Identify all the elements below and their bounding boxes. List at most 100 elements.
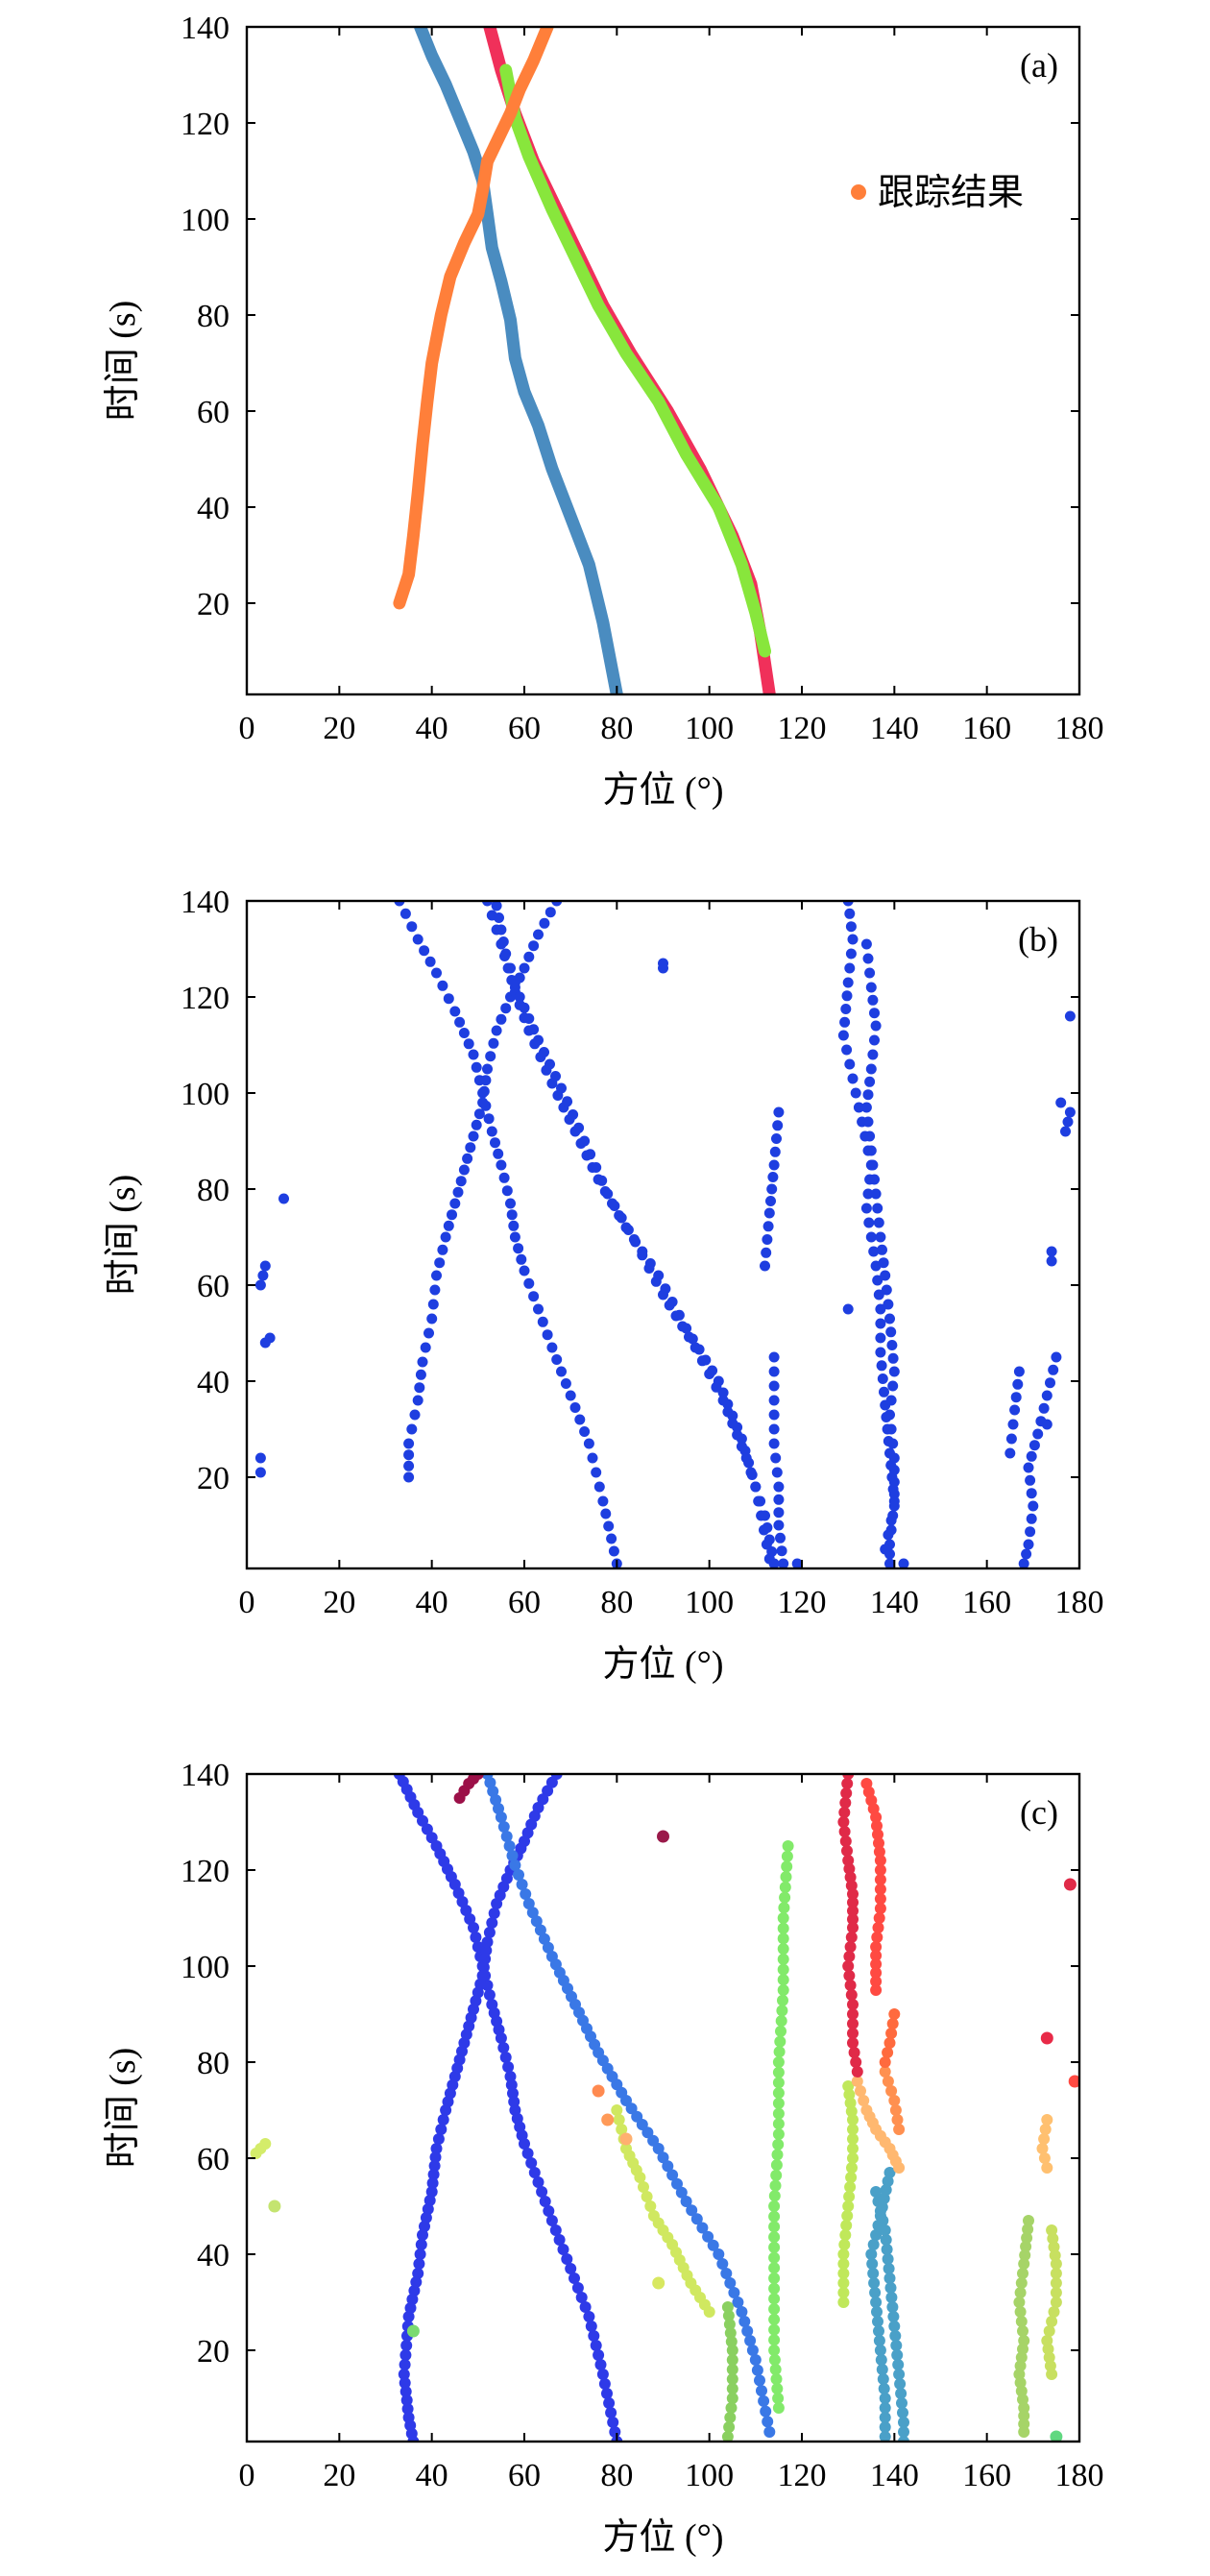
data-point	[528, 2167, 541, 2178]
data-point	[583, 1438, 594, 1449]
y-tick-label: 40	[197, 1365, 230, 1400]
data-point	[721, 2301, 734, 2313]
data-point	[879, 2056, 891, 2068]
data-point	[1064, 1106, 1076, 1118]
data-point	[724, 2327, 737, 2339]
data-point	[767, 1172, 779, 1182]
data-point	[1050, 2277, 1062, 2289]
cluster-track-11	[879, 2066, 906, 2135]
data-point	[722, 2310, 735, 2321]
data-point	[762, 1221, 774, 1232]
data-point	[1038, 1402, 1050, 1414]
data-point	[1050, 2287, 1062, 2298]
data-point	[885, 1326, 897, 1338]
data-point	[766, 1183, 778, 1195]
plot-area	[254, 901, 1076, 1568]
data-point	[726, 2345, 738, 2356]
data-point	[768, 2323, 781, 2336]
data-point	[880, 2234, 892, 2246]
y-tick-label: 140	[181, 11, 230, 46]
data-point	[841, 1778, 854, 1789]
cluster-track-13	[860, 1778, 886, 1996]
data-point	[865, 1063, 877, 1075]
data-point	[885, 1395, 897, 1406]
data-point	[873, 1837, 884, 1849]
data-point	[404, 2302, 417, 2314]
data-point	[500, 948, 512, 960]
data-point	[870, 1967, 883, 1979]
data-point	[491, 1025, 502, 1036]
data-point	[543, 2205, 555, 2217]
data-point	[853, 1102, 864, 1113]
data-point	[437, 1244, 448, 1255]
data-point	[768, 2241, 781, 2253]
data-point	[1004, 1447, 1016, 1459]
data-point	[1050, 2430, 1063, 2442]
data-point	[585, 1149, 596, 1160]
data-point	[1026, 1488, 1037, 1499]
data-point	[850, 2056, 862, 2068]
data-point	[424, 1327, 434, 1339]
data-point	[874, 1864, 886, 1876]
data-point	[763, 1534, 775, 1545]
data-point	[550, 1071, 561, 1081]
data-point	[725, 2336, 738, 2347]
data-point	[431, 1270, 442, 1281]
data-point	[406, 1423, 418, 1435]
data-point	[257, 1270, 269, 1281]
y-tick-label: 100	[181, 1077, 230, 1112]
data-point	[728, 2287, 740, 2298]
data-point	[888, 1452, 900, 1464]
data-point	[882, 2047, 894, 2058]
data-point	[593, 1481, 605, 1493]
data-point	[723, 2319, 736, 2330]
data-point	[1018, 2410, 1030, 2422]
data-point	[1043, 2351, 1055, 2364]
data-point	[768, 1366, 780, 1377]
data-point	[1041, 2335, 1053, 2346]
data-point	[1023, 1462, 1034, 1473]
data-point	[471, 1061, 482, 1073]
y-tick-label: 100	[181, 203, 230, 238]
x-tick-label: 60	[508, 711, 541, 746]
data-point	[777, 1994, 788, 2006]
data-point	[878, 2383, 890, 2394]
data-point	[1013, 2297, 1026, 2308]
data-point	[839, 1016, 851, 1028]
data-point	[872, 2196, 884, 2207]
data-point	[675, 2186, 688, 2199]
data-point	[1041, 2162, 1053, 2174]
data-point	[782, 1840, 794, 1852]
data-point	[891, 2349, 904, 2361]
data-point	[847, 1073, 859, 1084]
data-point	[609, 1201, 620, 1211]
data-point	[1020, 2241, 1032, 2252]
data-point	[413, 2258, 425, 2270]
data-point	[864, 967, 876, 979]
data-point	[399, 908, 411, 919]
x-tick-label: 40	[416, 1585, 448, 1620]
data-point	[893, 2162, 906, 2174]
data-point	[449, 1006, 461, 1017]
data-point	[887, 1352, 899, 1364]
data-point	[838, 1826, 851, 1837]
data-point	[644, 2200, 657, 2212]
data-point	[638, 2181, 649, 2193]
data-point	[602, 1188, 614, 1200]
x-axis-title: 方位 (°)	[602, 1644, 723, 1685]
data-point	[868, 1246, 880, 1257]
data-point	[473, 1108, 485, 1120]
x-tick-label: 80	[600, 711, 633, 746]
data-point	[500, 1831, 513, 1842]
data-point	[886, 2018, 899, 2029]
data-point	[268, 2199, 281, 2213]
data-point	[865, 2248, 878, 2260]
data-point	[839, 1797, 852, 1809]
data-point	[406, 2294, 419, 2305]
data-point	[470, 1932, 482, 1943]
data-point	[462, 1153, 473, 1164]
data-point	[879, 2431, 891, 2442]
data-point	[497, 1821, 510, 1833]
data-point	[866, 2258, 879, 2270]
data-point	[677, 1321, 689, 1332]
